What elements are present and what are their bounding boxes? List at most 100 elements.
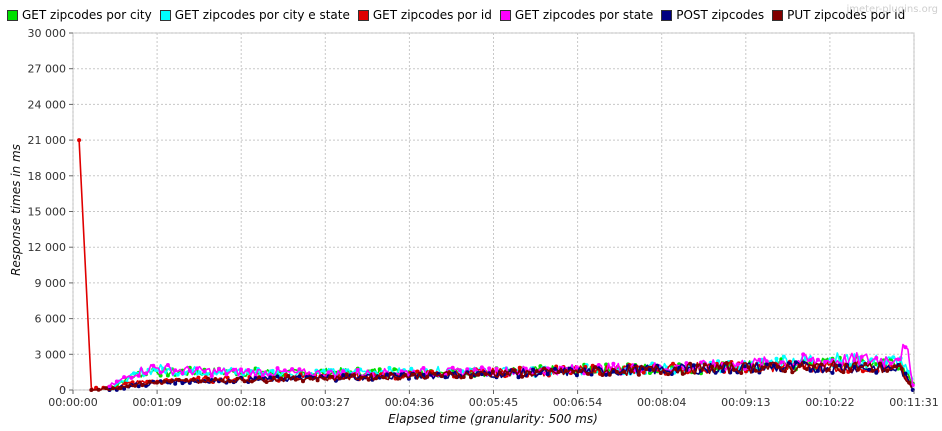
y-tick-label: 9 000 — [35, 277, 67, 290]
data-point — [421, 372, 426, 377]
data-point — [458, 368, 462, 373]
data-point — [542, 366, 546, 371]
legend-item: GET zipcodes por state — [499, 8, 654, 22]
data-point — [297, 367, 302, 372]
data-point — [479, 365, 484, 370]
data-point — [622, 370, 627, 374]
data-point — [593, 365, 598, 370]
grid-lines — [72, 32, 915, 391]
data-point — [235, 376, 240, 381]
data-point — [321, 368, 326, 373]
data-point — [563, 368, 568, 373]
x-tick-label: 00:08:04 — [637, 396, 686, 409]
data-point — [465, 367, 470, 372]
data-point — [804, 367, 809, 372]
data-point — [720, 369, 725, 374]
data-point — [352, 373, 357, 377]
data-point — [158, 370, 163, 375]
data-point — [114, 379, 119, 384]
data-point — [739, 371, 744, 375]
y-tick-label: 24 000 — [28, 98, 67, 111]
data-point — [549, 367, 554, 372]
data-point — [275, 374, 280, 379]
data-point — [268, 375, 273, 380]
data-point — [432, 371, 437, 376]
x-tick-label: 00:05:45 — [469, 396, 518, 409]
data-point — [585, 371, 590, 376]
data-point — [144, 371, 148, 376]
legend-label: GET zipcodes por id — [372, 8, 492, 22]
x-tick-label: 00:01:09 — [132, 396, 181, 409]
data-point — [118, 386, 123, 391]
data-point — [874, 370, 879, 375]
data-point — [615, 369, 619, 374]
data-point — [516, 375, 521, 380]
data-point — [578, 369, 583, 373]
y-tick-label: 15 000 — [28, 206, 67, 219]
data-point — [837, 363, 842, 368]
legend-swatch — [772, 9, 784, 21]
data-point — [198, 379, 203, 384]
data-point — [308, 376, 313, 381]
data-point — [512, 368, 517, 373]
x-tick-label: 00:09:13 — [721, 396, 770, 409]
data-point — [377, 367, 382, 372]
legend-item: GET zipcodes por id — [357, 8, 492, 22]
data-point — [77, 138, 82, 143]
legend-swatch — [357, 9, 369, 21]
data-point — [322, 376, 327, 381]
data-point — [286, 374, 291, 378]
x-axis-title: Elapsed time (granularity: 500 ms) — [388, 412, 598, 426]
x-tick-label: 00:04:36 — [385, 396, 434, 409]
y-tick-label: 3 000 — [35, 348, 67, 361]
data-point — [834, 364, 839, 369]
data-point — [271, 375, 276, 380]
data-point — [330, 374, 335, 379]
data-point — [450, 365, 455, 370]
legend-label: GET zipcodes por state — [514, 8, 654, 22]
legend-item: POST zipcodes — [661, 8, 764, 22]
data-point — [545, 372, 550, 377]
data-point — [490, 369, 495, 374]
data-point — [341, 369, 346, 374]
series-line — [108, 361, 914, 391]
data-point — [815, 357, 820, 362]
data-point — [187, 368, 192, 373]
data-point — [191, 377, 196, 382]
data-point — [903, 345, 908, 350]
data-point — [381, 375, 386, 380]
data-point — [523, 366, 528, 371]
data-point — [830, 370, 835, 375]
data-point — [764, 359, 769, 364]
data-point — [197, 370, 202, 375]
data-point — [147, 379, 152, 384]
data-point — [175, 372, 180, 377]
data-point — [772, 363, 776, 368]
data-point — [162, 379, 167, 384]
data-point — [184, 378, 189, 382]
data-point — [823, 359, 828, 364]
data-point — [396, 376, 400, 381]
y-tick-label: 0 — [59, 384, 66, 397]
data-point — [903, 371, 908, 376]
x-tick-label: 00:00:00 — [48, 396, 97, 409]
data-point — [224, 372, 229, 377]
data-point — [122, 375, 127, 380]
data-point — [385, 372, 389, 377]
data-point — [517, 365, 522, 370]
y-tick-label: 21 000 — [28, 134, 67, 147]
data-point — [326, 370, 331, 375]
y-tick-label: 27 000 — [28, 63, 67, 76]
data-point — [249, 379, 254, 384]
data-point — [122, 386, 127, 391]
data-point — [757, 357, 762, 362]
data-point — [553, 366, 557, 371]
data-point — [774, 356, 779, 361]
data-point — [151, 363, 156, 368]
data-point — [556, 370, 561, 374]
data-point — [220, 378, 225, 383]
chart-legend: GET zipcodes por city GET zipcodes por ci… — [7, 6, 913, 24]
legend-swatch — [499, 9, 511, 21]
data-point — [107, 384, 112, 389]
